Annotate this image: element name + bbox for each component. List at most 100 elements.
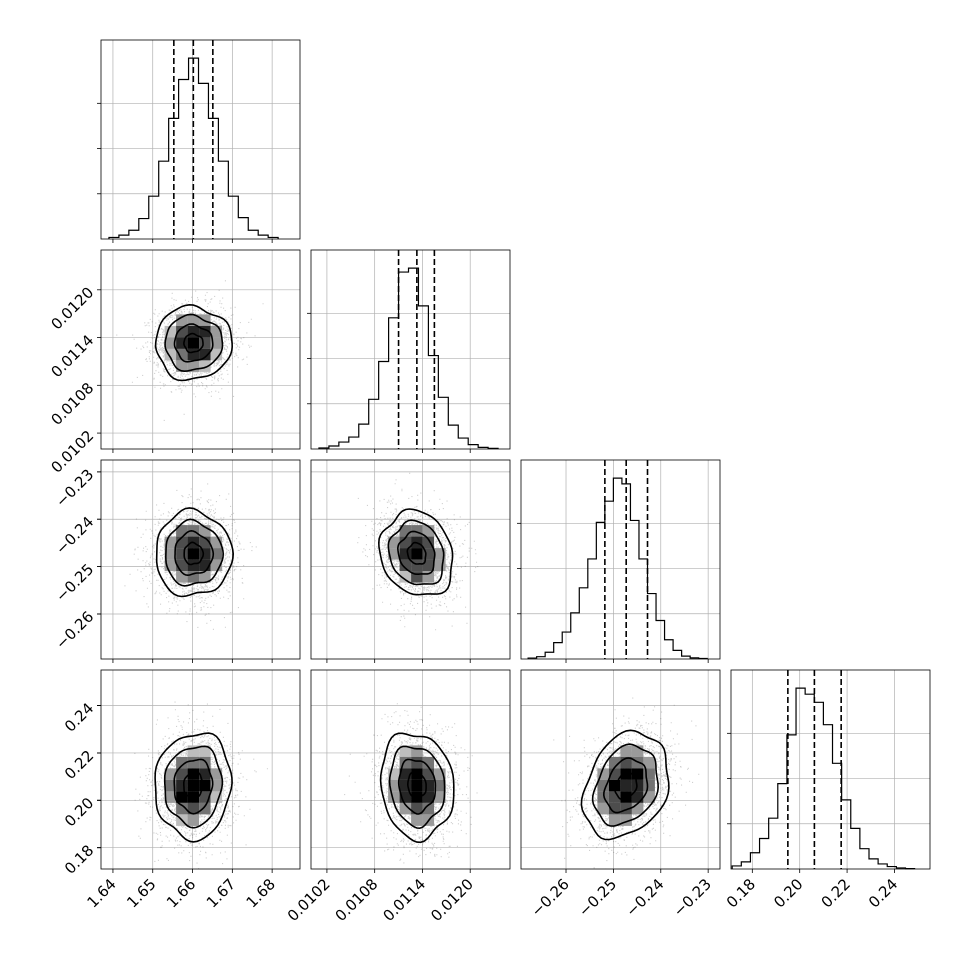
- density-cell: [210, 548, 223, 560]
- hist-panel-2: [517, 459, 721, 663]
- density-cell: [176, 802, 188, 815]
- density-cell: [199, 360, 211, 372]
- density-cell: [399, 548, 412, 560]
- panel-frame: [100, 459, 301, 660]
- density-cell: [422, 768, 435, 780]
- density-cell: [164, 536, 177, 549]
- density-cell: [411, 559, 423, 572]
- density-cell: [210, 791, 223, 803]
- density-cell: [176, 536, 188, 549]
- density-cells: [164, 745, 223, 826]
- density-cell: [187, 337, 200, 349]
- x-tick-label: −0.26: [528, 875, 573, 920]
- density-cell: [176, 314, 188, 326]
- density-cell: [199, 348, 211, 361]
- contour-line: [614, 770, 638, 800]
- x-tick-label: 1.66: [163, 875, 199, 911]
- density-cell: [187, 814, 200, 826]
- panel-frame: [310, 249, 511, 450]
- contour-line: [397, 758, 437, 815]
- x-tick-label: −0.25: [575, 875, 620, 920]
- density-cell: [422, 571, 435, 583]
- density-cell: [164, 548, 177, 560]
- density-cell: [199, 525, 211, 537]
- panel-frame: [100, 39, 301, 240]
- density-cell: [187, 791, 200, 803]
- panel-content: [521, 670, 720, 869]
- hist-panel-0: [97, 39, 301, 243]
- density-cell: [434, 559, 446, 572]
- x-tick-label: −0.24: [622, 875, 667, 920]
- density-cell: [187, 745, 200, 757]
- x-tick-label: −0.23: [670, 875, 715, 920]
- density-cell: [210, 559, 223, 572]
- density-cell: [187, 571, 200, 583]
- contour-line: [155, 507, 235, 598]
- density-cell: [388, 536, 400, 549]
- density-cell: [176, 548, 188, 560]
- density-cell: [411, 779, 423, 792]
- density-cell: [620, 745, 632, 757]
- density-cell: [620, 814, 632, 826]
- contour-line: [379, 732, 455, 844]
- density-cell: [597, 802, 609, 815]
- density-cell: [210, 337, 223, 349]
- density-cell: [164, 791, 177, 803]
- density-cell: [199, 768, 211, 780]
- contour-line: [173, 323, 214, 363]
- panel-content: [101, 460, 300, 659]
- x-tick-label: 0.0108: [332, 875, 382, 925]
- density-cell: [210, 768, 223, 780]
- density-cell: [199, 791, 211, 803]
- y-tick-label: 0.0108: [48, 379, 98, 429]
- density-cell: [399, 802, 412, 815]
- x-tick-label: 1.68: [243, 875, 279, 911]
- density-cell: [187, 768, 200, 780]
- density-cell: [608, 814, 621, 826]
- panel-content: [311, 460, 510, 659]
- x-tick-label: 1.64: [83, 875, 119, 911]
- hist-panel-1: [307, 249, 511, 453]
- density-cell: [176, 559, 188, 572]
- scatter-panel-3-0: 1.64 1.65 1.66 1.67 1.68 0.18 0.20 0.22 0.24: [61, 669, 301, 911]
- density-cell: [411, 571, 423, 583]
- density-cell: [399, 756, 412, 769]
- density-cell: [388, 791, 400, 803]
- contour-line: [164, 313, 224, 373]
- contour-line: [406, 771, 427, 801]
- density-cell: [399, 571, 412, 583]
- panel-frame: [730, 669, 931, 870]
- y-tick-label: −0.24: [52, 513, 97, 558]
- panel-frame: [100, 669, 301, 870]
- y-tick-label: −0.26: [52, 608, 97, 653]
- density-cell: [411, 525, 423, 537]
- density-cell: [176, 337, 188, 349]
- density-cell: [199, 802, 211, 815]
- density-cell: [434, 768, 446, 780]
- density-cell: [399, 791, 412, 803]
- density-cell: [164, 348, 177, 361]
- density-cell: [631, 802, 644, 815]
- density-cell: [199, 571, 211, 583]
- density-cell: [399, 745, 412, 757]
- contour-line: [164, 518, 225, 587]
- contour-line: [163, 745, 224, 829]
- y-tick-label: −0.25: [52, 560, 97, 605]
- density-cell: [434, 548, 446, 560]
- density-cell: [608, 791, 621, 803]
- y-tick-label: 0.18: [61, 841, 97, 877]
- density-cell: [620, 756, 632, 769]
- density-cell: [176, 360, 188, 372]
- density-cell: [187, 779, 200, 792]
- density-cell: [199, 536, 211, 549]
- scatter-panel-2-1: [97, 459, 511, 663]
- density-cell: [164, 768, 177, 780]
- contour-line: [406, 541, 427, 565]
- contour-line: [154, 303, 234, 382]
- density-cell: [199, 325, 211, 338]
- density-cell: [399, 525, 412, 537]
- density-cell: [411, 745, 423, 757]
